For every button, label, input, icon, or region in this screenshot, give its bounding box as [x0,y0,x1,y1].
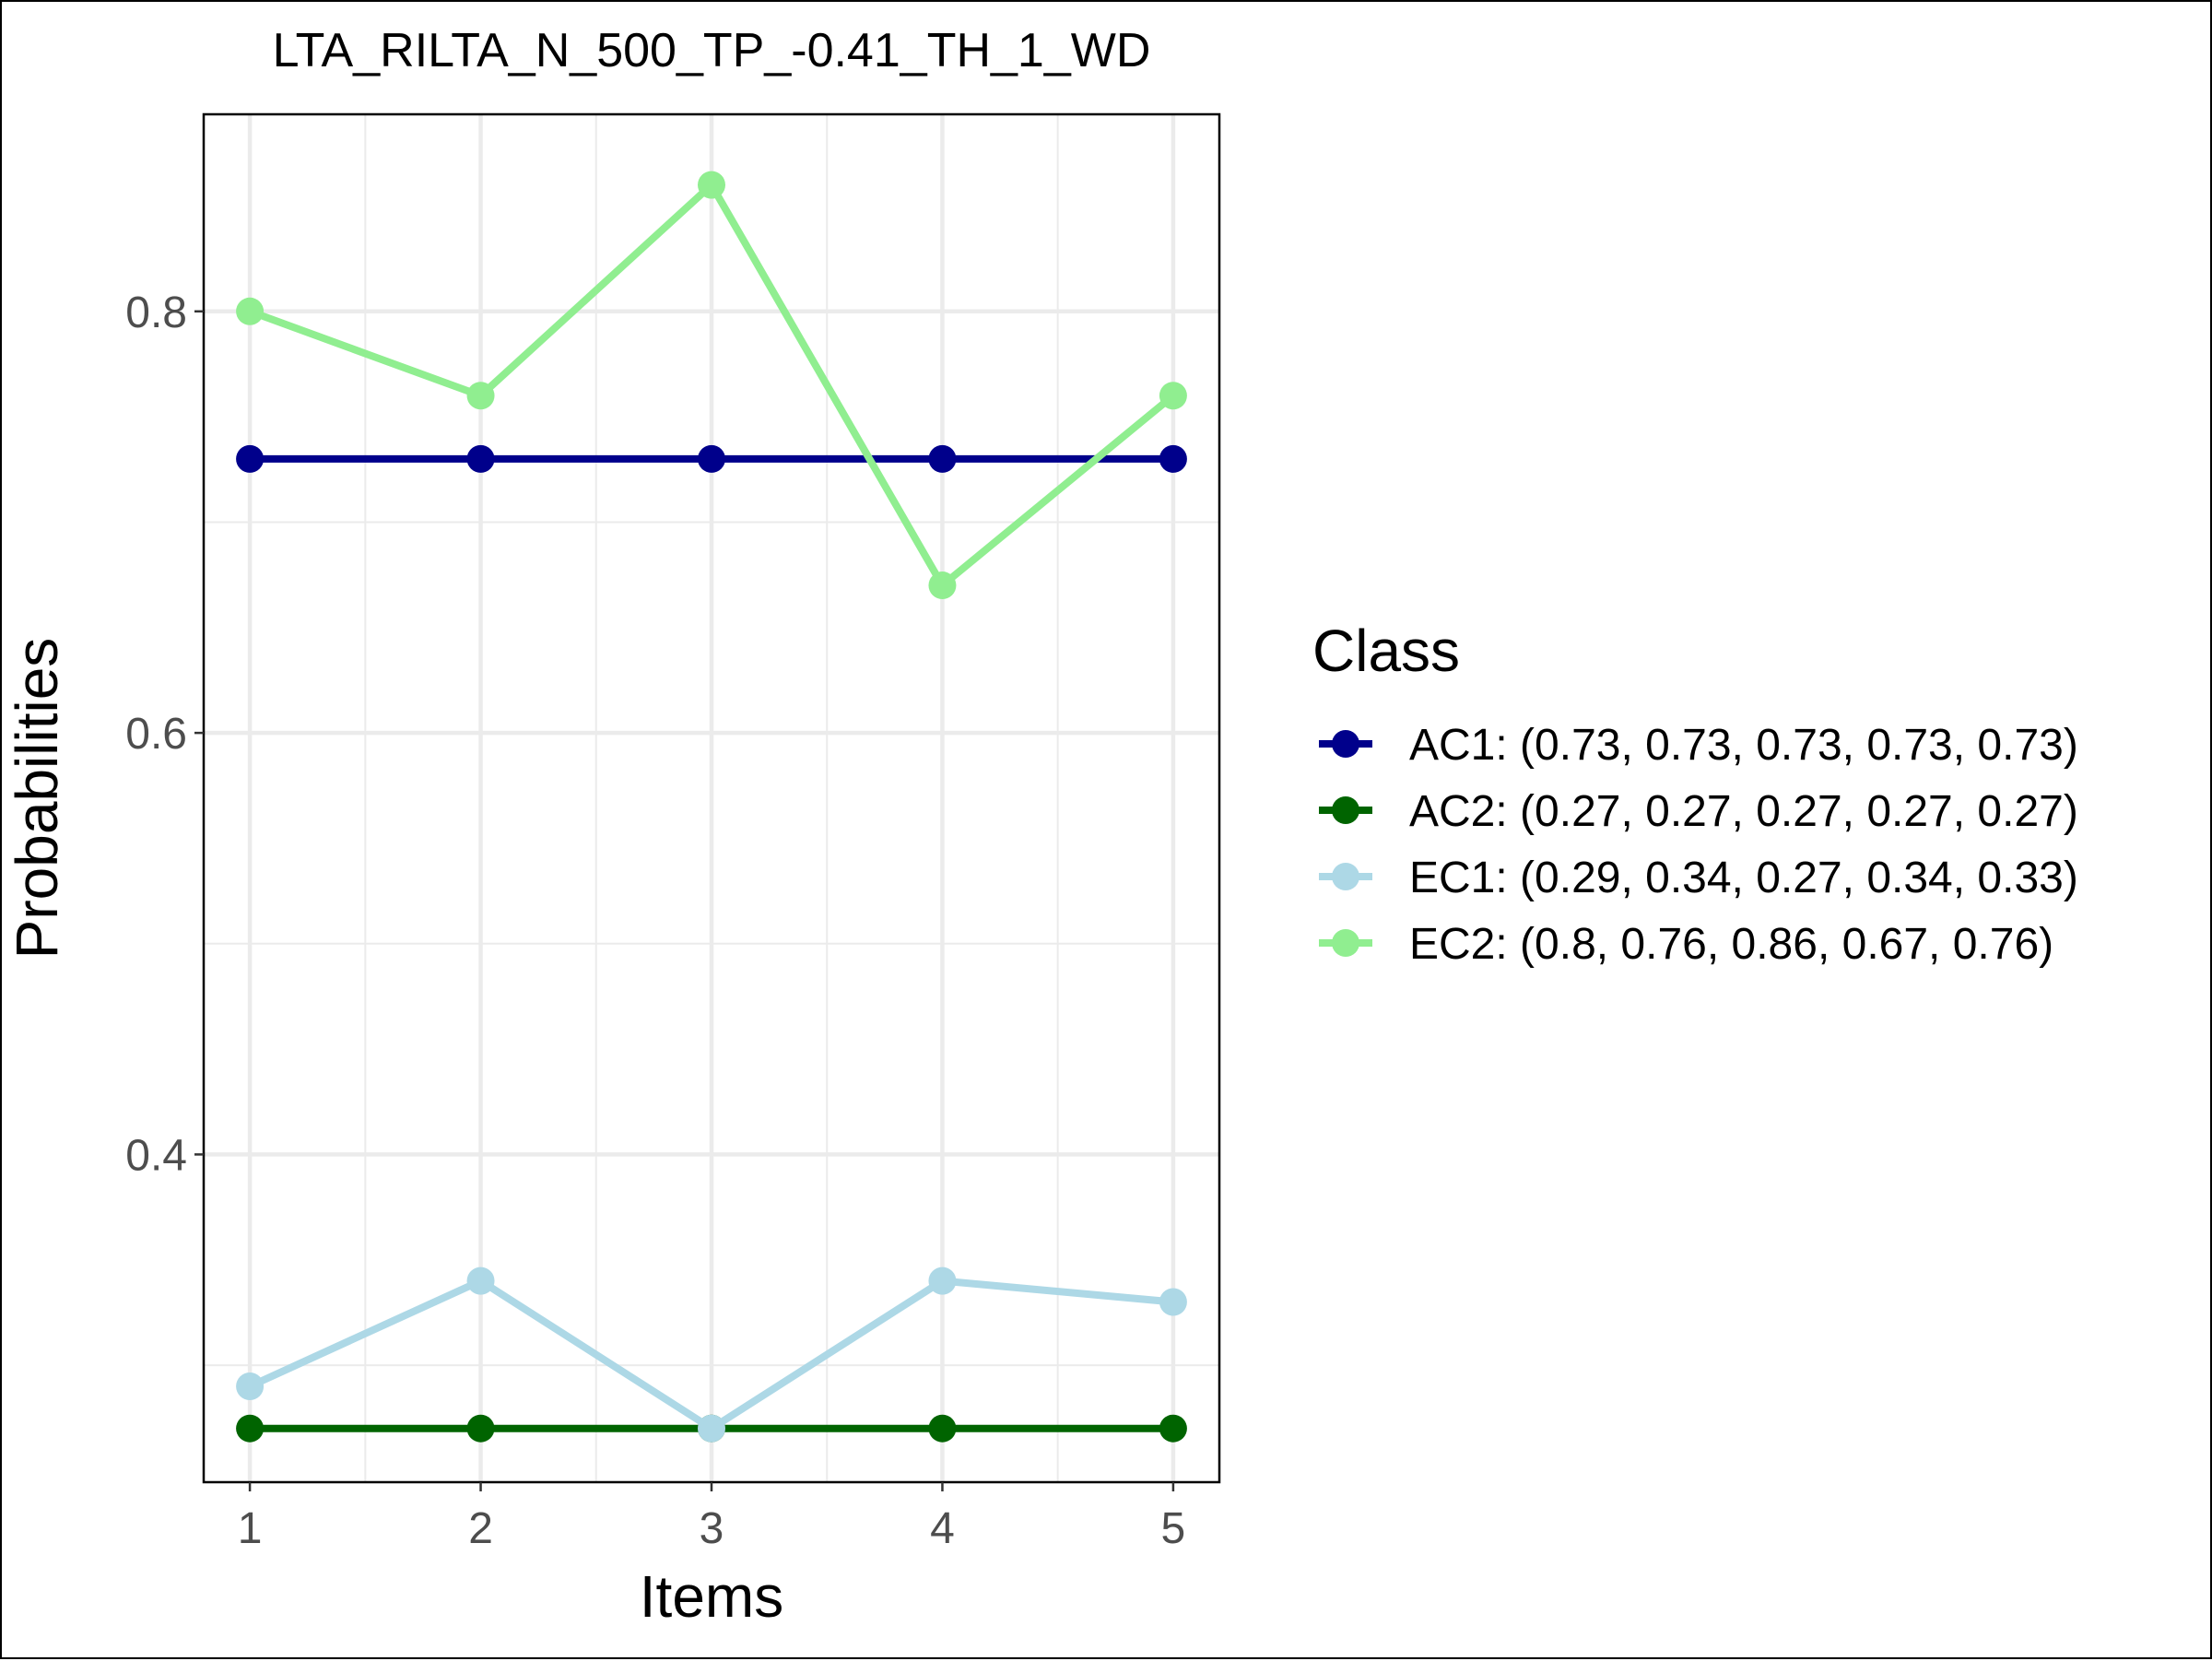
legend-label-ac2: AC2: (0.27, 0.27, 0.27, 0.27, 0.27) [1409,787,2078,836]
legend: AC1: (0.73, 0.73, 0.73, 0.73, 0.73) AC2: … [1319,721,2078,969]
legend-key-point-ac1 [1332,730,1359,758]
series-lines [236,171,1187,1443]
y-tick-label: 0.4 [125,1131,187,1180]
legend-label-ac1: AC1: (0.73, 0.73, 0.73, 0.73, 0.73) [1409,721,2078,770]
chart-title: LTA_RILTA_N_500_TP_-0.41_TH_1_WD [273,24,1151,77]
y-tick-label: 0.8 [125,289,187,337]
x-tick-label: 1 [238,1504,263,1553]
grid-lines [204,114,1219,1482]
data-point-ec1 [698,1414,725,1443]
x-tick-label: 3 [700,1504,724,1553]
data-point-ac1 [466,444,495,473]
x-tick-label: 5 [1161,1504,1186,1553]
x-axis-title: Items [640,1563,783,1630]
data-point-ac1 [236,444,265,473]
legend-key-point-ec2 [1332,929,1359,957]
data-point-ec2 [698,171,725,199]
data-point-ec2 [1159,382,1187,410]
data-point-ec2 [466,382,495,410]
legend-entry-ec2: EC2: (0.8, 0.76, 0.86, 0.67, 0.76) [1319,920,2053,969]
data-point-ec1 [236,1372,265,1400]
data-point-ac2 [236,1414,265,1443]
data-point-ac1 [928,444,957,473]
legend-key-point-ac2 [1332,796,1359,824]
legend-label-ec2: EC2: (0.8, 0.76, 0.86, 0.67, 0.76) [1409,920,2053,969]
data-point-ec2 [928,571,957,600]
data-point-ac1 [698,444,725,473]
data-point-ec1 [928,1266,957,1295]
data-point-ac2 [928,1414,957,1443]
x-tick-label: 4 [930,1504,955,1553]
x-tick-label: 2 [468,1504,493,1553]
series-ec2 [236,171,1187,600]
series-ac1 [236,444,1187,473]
legend-entry-ec1: EC1: (0.29, 0.34, 0.27, 0.34, 0.33) [1319,854,2078,902]
data-point-ac2 [1159,1414,1187,1443]
legend-label-ec1: EC1: (0.29, 0.34, 0.27, 0.34, 0.33) [1409,854,2078,902]
legend-key-point-ec1 [1332,863,1359,890]
data-point-ec2 [236,297,265,325]
data-point-ec1 [466,1266,495,1295]
y-axis-title: Probabilities [4,638,70,960]
legend-title: Class [1312,618,1460,684]
data-point-ac1 [1159,444,1187,473]
axis-ticks: 0.4 0.6 0.8 1 2 3 4 5 [125,289,1185,1553]
y-tick-label: 0.6 [125,710,187,759]
data-point-ec1 [1159,1288,1187,1316]
series-ec1 [236,1266,1187,1443]
data-point-ac2 [466,1414,495,1443]
legend-entry-ac2: AC2: (0.27, 0.27, 0.27, 0.27, 0.27) [1319,787,2078,836]
legend-entry-ac1: AC1: (0.73, 0.73, 0.73, 0.73, 0.73) [1319,721,2078,770]
